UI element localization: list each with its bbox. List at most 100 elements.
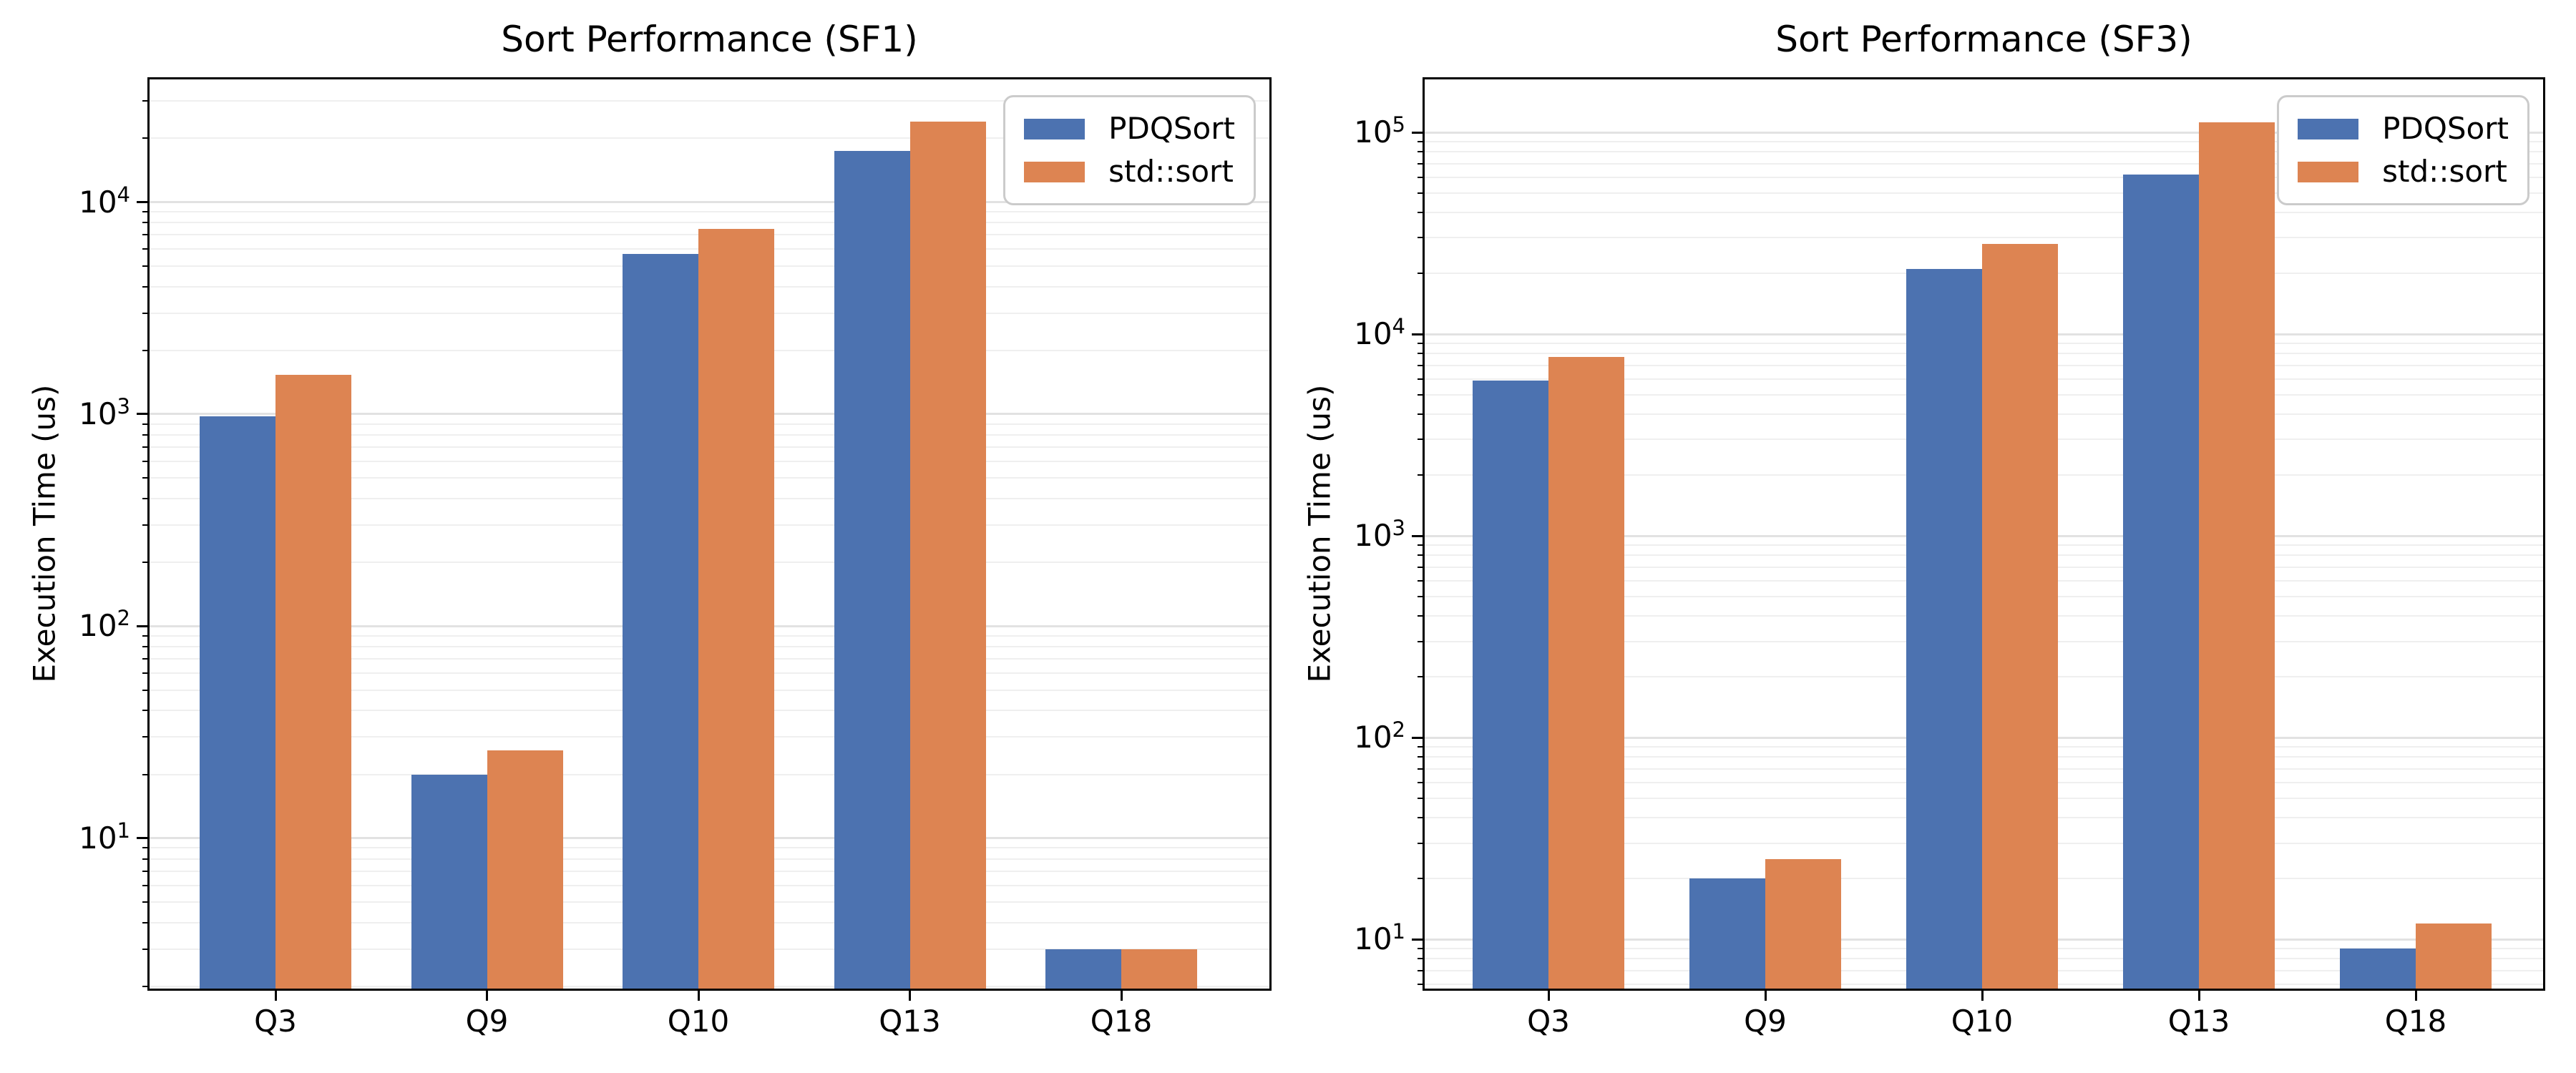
x-tick-label: Q18 xyxy=(2384,1004,2447,1039)
grid-minor xyxy=(1424,212,2544,214)
y-tick-minor xyxy=(142,222,149,224)
x-tick-major xyxy=(1547,989,1550,1001)
y-tick-minor xyxy=(1418,615,1424,617)
y-tick-minor xyxy=(1418,817,1424,819)
x-tick-label: Q3 xyxy=(254,1004,297,1039)
y-tick-minor xyxy=(1418,151,1424,153)
y-tick-minor xyxy=(142,672,149,675)
bar-stdsort-q13 xyxy=(2199,122,2275,989)
y-tick-major xyxy=(137,837,149,840)
x-tick-major xyxy=(274,989,277,1001)
y-tick-minor xyxy=(142,349,149,351)
y-tick-minor xyxy=(142,497,149,499)
grid-minor xyxy=(149,211,1270,213)
x-tick-label: Q9 xyxy=(465,1004,509,1039)
y-tick-minor xyxy=(1418,676,1424,678)
y-tick-major xyxy=(1412,736,1424,739)
y-tick-minor xyxy=(142,921,149,923)
bar-stdsort-q13 xyxy=(909,121,986,989)
x-tick-major xyxy=(1981,989,1984,1001)
grid-minor xyxy=(149,100,1270,102)
legend-entry-stdsort: std::sort xyxy=(2298,155,2509,189)
y-tick-minor xyxy=(142,477,149,479)
y-tick-minor xyxy=(1418,474,1424,476)
x-tick-label: Q10 xyxy=(1951,1004,2014,1039)
x-tick-major xyxy=(697,989,700,1001)
y-tick-minor xyxy=(142,635,149,637)
x-tick-label: Q9 xyxy=(1744,1004,1787,1039)
y-tick-major xyxy=(137,624,149,627)
x-tick-major xyxy=(2197,989,2200,1001)
legend-entry-stdsort: std::sort xyxy=(1024,155,1235,189)
y-tick-minor xyxy=(1418,353,1424,355)
y-tick-minor xyxy=(1418,162,1424,165)
y-tick-minor xyxy=(1418,393,1424,396)
legend-label-stdsort: std::sort xyxy=(2382,154,2507,189)
y-tick-label: 103 xyxy=(1354,516,1405,554)
y-tick-major xyxy=(1412,938,1424,941)
x-tick-major xyxy=(1764,989,1767,1001)
y-axis-label-sf1: Execution Time (us) xyxy=(26,384,62,683)
bar-pdqsort-q3 xyxy=(200,416,275,989)
legend-patch-pdqsort xyxy=(1024,118,1085,139)
y-tick-minor xyxy=(142,773,149,775)
y-tick-label: 105 xyxy=(1354,112,1405,150)
x-tick-major xyxy=(2414,989,2417,1001)
y-tick-label: 102 xyxy=(1354,717,1405,755)
x-tick-label: Q13 xyxy=(879,1004,941,1039)
y-tick-minor xyxy=(1418,544,1424,546)
y-tick-minor xyxy=(142,524,149,526)
y-tick-label: 103 xyxy=(79,393,130,431)
y-tick-minor xyxy=(142,248,149,250)
x-tick-major xyxy=(909,989,911,1001)
y-tick-minor xyxy=(142,265,149,267)
y-tick-minor xyxy=(1418,566,1424,568)
bar-stdsort-q18 xyxy=(1121,949,1197,989)
y-tick-label: 101 xyxy=(79,818,130,856)
grid-minor xyxy=(1424,176,2544,178)
y-tick-minor xyxy=(1418,212,1424,214)
grid-minor xyxy=(1424,162,2544,165)
y-tick-minor xyxy=(142,948,149,950)
bar-pdqsort-q10 xyxy=(1906,269,1982,989)
y-tick-label: 104 xyxy=(79,182,130,220)
chart-title-sf1: Sort Performance (SF1) xyxy=(501,19,918,60)
y-tick-minor xyxy=(1418,842,1424,844)
y-tick-minor xyxy=(142,433,149,436)
y-tick-minor xyxy=(1418,595,1424,597)
x-tick-major xyxy=(486,989,488,1001)
y-tick-minor xyxy=(1418,579,1424,582)
bar-pdqsort-q13 xyxy=(834,150,910,989)
bar-pdqsort-q18 xyxy=(2340,948,2416,989)
grid-minor xyxy=(1424,192,2544,194)
legend-sf1: PDQSort std::sort xyxy=(1003,95,1256,205)
y-tick-minor xyxy=(142,312,149,314)
y-tick-minor xyxy=(1418,947,1424,949)
bar-stdsort-q3 xyxy=(1548,357,1624,989)
legend-label-pdqsort: PDQSort xyxy=(2382,111,2509,146)
y-tick-minor xyxy=(1418,983,1424,985)
y-tick-minor xyxy=(1418,768,1424,770)
y-tick-minor xyxy=(142,689,149,691)
y-tick-minor xyxy=(142,986,149,988)
bar-pdqsort-q9 xyxy=(1689,878,1765,989)
y-tick-minor xyxy=(1418,756,1424,758)
y-tick-label: 104 xyxy=(1354,314,1405,352)
y-tick-major xyxy=(1412,131,1424,134)
grid-minor xyxy=(149,137,1270,139)
y-tick-minor xyxy=(1418,342,1424,344)
chart-title-sf3: Sort Performance (SF3) xyxy=(1775,19,2192,60)
y-tick-minor xyxy=(1418,378,1424,380)
y-tick-label: 102 xyxy=(79,606,130,644)
y-tick-minor xyxy=(1418,237,1424,239)
y-tick-minor xyxy=(142,423,149,425)
y-tick-minor xyxy=(1418,969,1424,971)
y-tick-minor xyxy=(142,234,149,236)
x-tick-label: Q10 xyxy=(667,1004,730,1039)
grid-minor xyxy=(1424,151,2544,153)
y-tick-minor xyxy=(1418,878,1424,880)
bar-stdsort-q10 xyxy=(698,228,774,989)
y-tick-minor xyxy=(1418,640,1424,642)
y-tick-minor xyxy=(1418,958,1424,960)
